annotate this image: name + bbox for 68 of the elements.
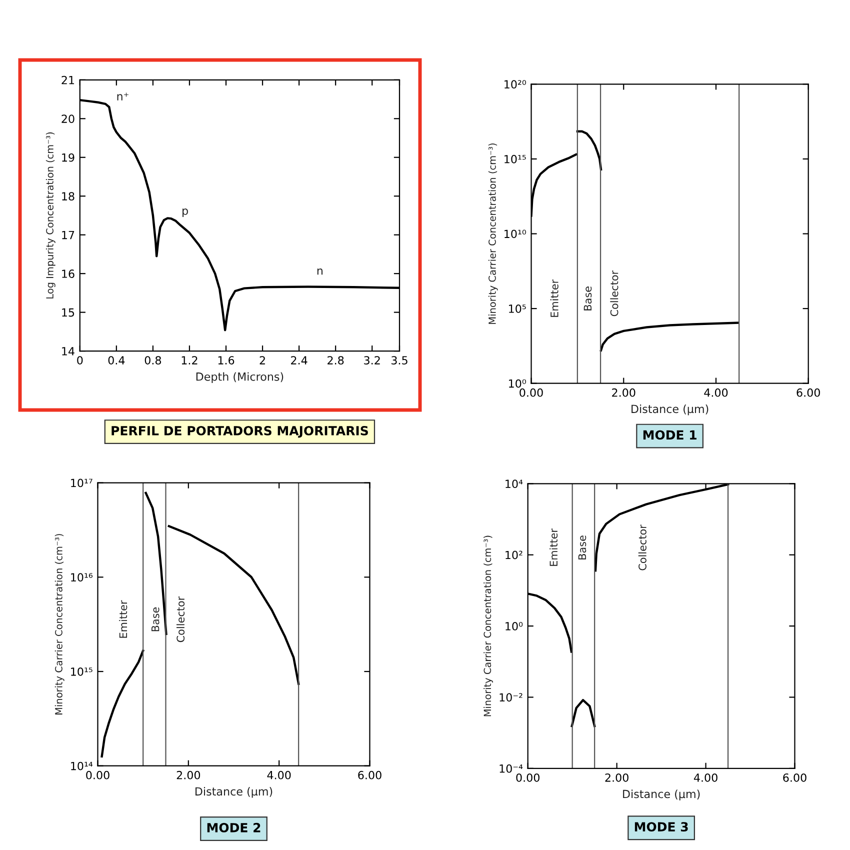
annotation: Collector: [176, 596, 185, 642]
x-tick-label: 2.4: [291, 356, 308, 364]
x-tick-label: 4.00: [267, 770, 291, 780]
x-tick-label: 2.8: [328, 356, 344, 365]
annotation: Base: [152, 607, 160, 632]
y-tick-label: 10⁻⁴: [500, 764, 523, 773]
y-tick-label: 16: [62, 270, 74, 278]
annotation: n⁺: [117, 92, 128, 100]
x-tick-label: 0.00: [520, 388, 543, 397]
x-tick-label: 2: [260, 356, 265, 364]
x-tick-label: 0.00: [86, 770, 110, 780]
annotation: Base: [578, 536, 586, 560]
y-tick-label: 17: [62, 230, 74, 240]
annotation: Base: [584, 286, 592, 310]
x-tick-label: 0.8: [144, 356, 162, 365]
annotation: Emitter: [119, 600, 128, 638]
annotation: p: [182, 208, 188, 218]
y-tick-label: 10¹⁶: [71, 573, 93, 582]
annotation: Collector: [610, 270, 618, 316]
annotation: Emitter: [550, 279, 558, 317]
x-tick-label: 6.00: [796, 388, 820, 397]
y-tick-label: 10¹⁴: [71, 762, 93, 770]
y-tick-label: 10⁴: [506, 480, 523, 488]
y-tick-label: 10¹⁷: [71, 478, 92, 488]
y-tick-label: 20: [62, 114, 74, 124]
y-axis-title: Minority Carrier Concentration (cm⁻³): [54, 534, 64, 714]
y-tick-label: 18: [62, 192, 74, 200]
y-tick-label: 19: [62, 153, 74, 162]
x-tick-label: 4.00: [704, 388, 728, 397]
x-tick-label: 6.00: [358, 770, 382, 780]
y-tick-label: 21: [62, 76, 74, 84]
text: MODE 3: [634, 822, 688, 832]
x-tick-label: 0.4: [108, 356, 125, 365]
text: MODE 2: [207, 822, 260, 832]
x-tick-label: 4.00: [694, 773, 718, 782]
y-tick-label: 15: [62, 308, 74, 317]
y-tick-label: 10¹⁵: [71, 667, 92, 676]
y-tick-label: 10⁰: [506, 622, 523, 630]
x-tick-label: 1.6: [218, 356, 234, 365]
x-axis-title: Distance (μm): [623, 790, 700, 800]
x-tick-label: 6.00: [783, 773, 806, 782]
y-tick-label: 10¹⁰: [504, 230, 526, 238]
x-tick-label: 3.2: [364, 356, 380, 365]
annotation: Emitter: [550, 528, 558, 566]
text: PERFIL DE PORTADORS MAJORITARIS: [112, 426, 368, 438]
text: MODE 1: [643, 430, 696, 440]
x-axis-title: Distance (μm): [632, 404, 708, 416]
x-tick-label: 2.00: [612, 388, 636, 397]
y-axis-title: Minority Carrier Concentration (cm⁻³): [484, 536, 493, 716]
x-axis-title: Distance (μm): [196, 787, 272, 798]
x-tick-label: 3.5: [392, 356, 408, 365]
annotation: n: [317, 268, 322, 275]
x-tick-label: 2.00: [176, 770, 200, 780]
annotation: Collector: [638, 524, 646, 570]
y-tick-label: 14: [62, 347, 74, 356]
y-axis-title: Minority Carrier Concentration (cm⁻³): [488, 143, 498, 324]
y-tick-label: 10²⁰: [504, 80, 526, 89]
y-tick-label: 10⁻²: [500, 693, 522, 702]
x-tick-label: 0.00: [516, 773, 540, 782]
y-tick-label: 10⁰: [509, 379, 526, 388]
x-axis-title: Depth (Microns): [196, 372, 284, 383]
y-tick-label: 10¹⁵: [504, 154, 526, 164]
y-tick-label: 10²: [506, 550, 522, 560]
y-axis-title: Log Impurity Concentration (cm⁻³): [46, 132, 56, 298]
y-tick-label: 10⁵: [509, 304, 526, 313]
x-tick-label: 1.2: [182, 356, 198, 364]
x-tick-label: 0: [77, 356, 83, 365]
x-tick-label: 2.00: [605, 773, 628, 782]
